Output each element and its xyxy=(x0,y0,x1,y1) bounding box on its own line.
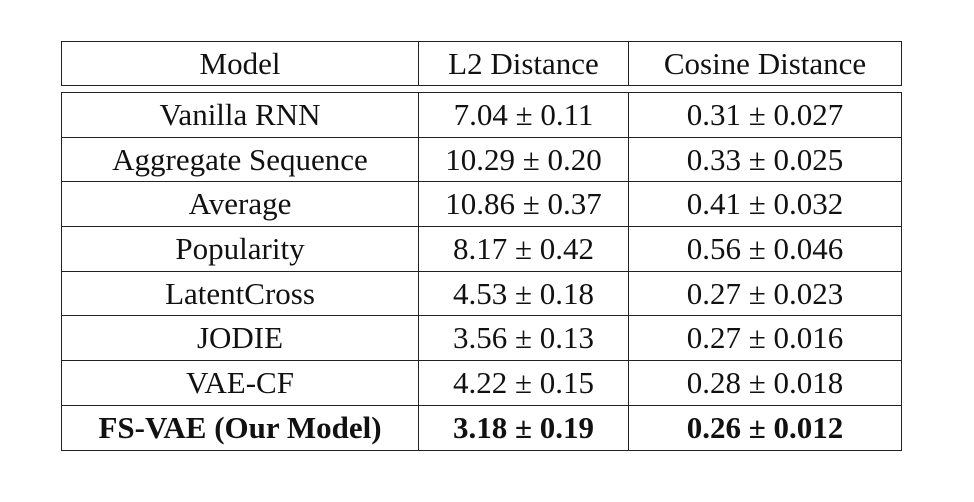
table-body: Vanilla RNN 7.04 ± 0.11 0.31 ± 0.027 Agg… xyxy=(61,92,902,451)
model-cell: JODIE xyxy=(61,315,419,362)
model-cell: FS-VAE (Our Model) xyxy=(61,404,419,451)
model-cell: Vanilla RNN xyxy=(61,92,419,138)
model-cell: Popularity xyxy=(61,226,419,272)
l2-cell: 4.53 ± 0.18 xyxy=(418,270,629,317)
l2-cell: 8.17 ± 0.42 xyxy=(418,226,629,272)
header-model: Model xyxy=(61,41,419,86)
l2-cell: 7.04 ± 0.11 xyxy=(418,92,629,138)
results-table: Model L2 Distance Cosine Distance Vanill… xyxy=(61,41,902,451)
table-row: Vanilla RNN 7.04 ± 0.11 0.31 ± 0.027 xyxy=(61,92,902,138)
table-row: VAE-CF 4.22 ± 0.15 0.28 ± 0.018 xyxy=(61,360,902,406)
table-row: Average 10.86 ± 0.37 0.41 ± 0.032 xyxy=(61,181,902,228)
cosine-cell: 0.41 ± 0.032 xyxy=(628,181,902,228)
table-row: JODIE 3.56 ± 0.13 0.27 ± 0.016 xyxy=(61,315,902,362)
table-row: Popularity 8.17 ± 0.42 0.56 ± 0.046 xyxy=(61,226,902,272)
table-row: Aggregate Sequence 10.29 ± 0.20 0.33 ± 0… xyxy=(61,136,902,183)
l2-cell: 3.18 ± 0.19 xyxy=(418,404,629,451)
cosine-cell: 0.56 ± 0.046 xyxy=(628,226,902,272)
cosine-cell: 0.27 ± 0.023 xyxy=(628,270,902,317)
cosine-cell: 0.27 ± 0.016 xyxy=(628,315,902,362)
table-header: Model L2 Distance Cosine Distance xyxy=(61,41,902,86)
header-cosine-distance: Cosine Distance xyxy=(628,41,902,86)
cosine-cell: 0.31 ± 0.027 xyxy=(628,92,902,138)
l2-cell: 4.22 ± 0.15 xyxy=(418,360,629,406)
model-cell: Average xyxy=(61,181,419,228)
header-separator xyxy=(61,85,902,93)
model-cell: LatentCross xyxy=(61,270,419,317)
table-row: FS-VAE (Our Model) 3.18 ± 0.19 0.26 ± 0.… xyxy=(61,404,902,451)
model-cell: Aggregate Sequence xyxy=(61,136,419,183)
header-row: Model L2 Distance Cosine Distance xyxy=(61,41,902,86)
l2-cell: 10.29 ± 0.20 xyxy=(418,136,629,183)
header-separator-cell xyxy=(61,85,902,93)
model-cell: VAE-CF xyxy=(61,360,419,406)
header-l2-distance: L2 Distance xyxy=(418,41,629,86)
cosine-cell: 0.26 ± 0.012 xyxy=(628,404,902,451)
results-table-container: Model L2 Distance Cosine Distance Vanill… xyxy=(61,41,902,451)
l2-cell: 10.86 ± 0.37 xyxy=(418,181,629,228)
table-row: LatentCross 4.53 ± 0.18 0.27 ± 0.023 xyxy=(61,270,902,317)
cosine-cell: 0.28 ± 0.018 xyxy=(628,360,902,406)
l2-cell: 3.56 ± 0.13 xyxy=(418,315,629,362)
cosine-cell: 0.33 ± 0.025 xyxy=(628,136,902,183)
